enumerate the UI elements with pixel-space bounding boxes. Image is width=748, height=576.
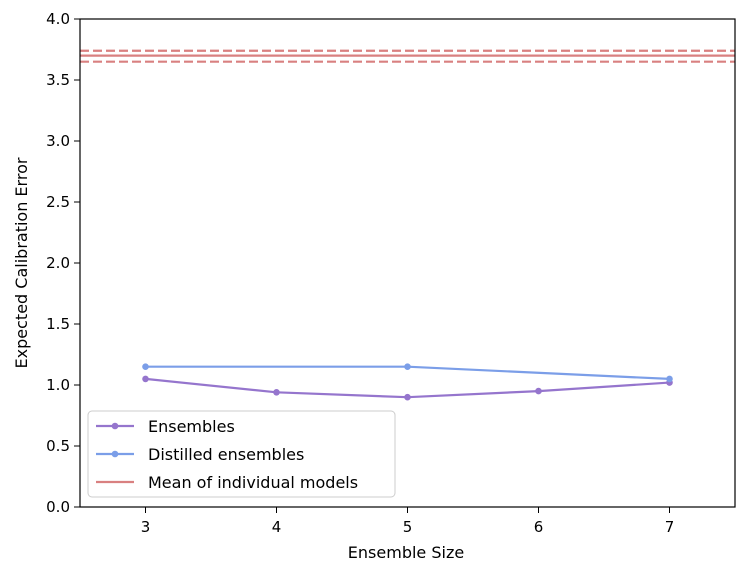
legend-marker-1 [111,450,119,458]
y-tick-label: 2.5 [46,193,70,211]
y-tick-label: 3.5 [46,71,70,89]
x-axis-label: Ensemble Size [348,543,464,562]
y-tick-label: 0.0 [46,498,70,516]
legend: Ensembles Distilled ensembles Mean of indi… [87,410,396,498]
y-tick-label: 4.0 [46,10,70,28]
y-axis-label: Expected Calibration Error [12,157,31,368]
series-1-point-1 [404,363,411,371]
series-1-point-0 [142,363,149,371]
x-tick-label: 4 [272,518,282,536]
x-tick-label: 7 [665,518,675,536]
x-tick-label: 3 [141,518,151,536]
series-0-point-1 [273,389,280,396]
series-0-point-2 [404,393,411,401]
y-tick-label: 1.5 [46,315,70,333]
series-1-point-2 [666,375,673,383]
legend-entry-label: Ensembles [148,417,235,436]
x-tick-label: 6 [534,518,544,536]
x-tick-label: 5 [403,518,413,536]
y-tick-label: 0.5 [46,437,70,455]
y-tick-label: 1.0 [46,376,70,394]
legend-entry-label: Distilled ensembles [148,445,304,464]
plot-area: 3 4 5 6 7 0.0 0.5 1.0 1.5 2.0 2.5 3.0 3.5 4.0 [46,10,736,536]
y-tick-label: 2.0 [46,254,70,272]
series-0-point-3 [535,387,542,395]
y-tick-label: 3.0 [46,132,70,150]
legend-entry-label: Mean of individual models [148,473,358,492]
legend-marker-0 [111,422,119,430]
legend-box [87,410,396,498]
series-0-point-0 [142,375,149,383]
